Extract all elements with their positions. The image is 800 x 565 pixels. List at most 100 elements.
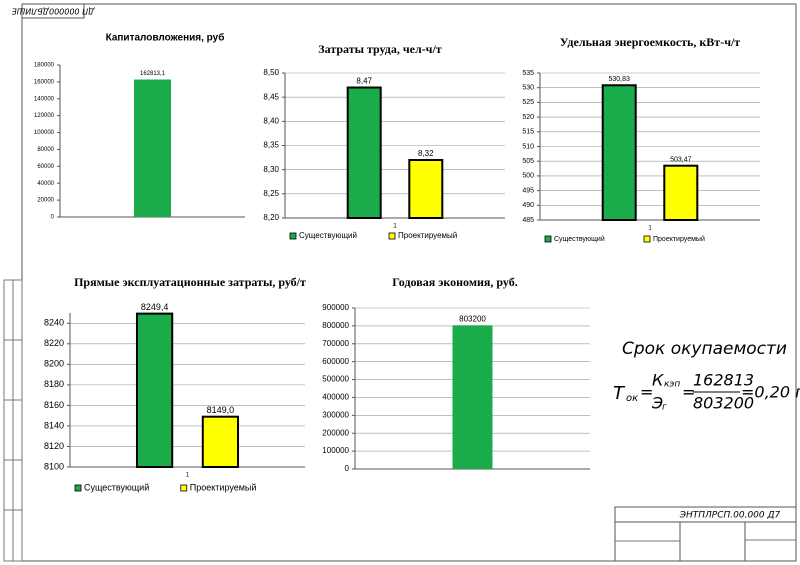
y-tick-label: 0 bbox=[51, 215, 55, 221]
y-tick-label: 530 bbox=[522, 85, 534, 92]
chart-title: Годовая экономия, руб. bbox=[392, 275, 518, 289]
legend-swatch bbox=[643, 235, 651, 243]
legend-label: Существующий bbox=[554, 235, 605, 243]
y-tick-label: 140000 bbox=[34, 96, 55, 102]
y-tick-label: 900000 bbox=[322, 303, 349, 312]
y-tick-label: 8,35 bbox=[263, 141, 279, 150]
value-label: 162813,1 bbox=[140, 71, 166, 77]
y-tick-label: 515 bbox=[522, 129, 534, 136]
y-tick-label: 20000 bbox=[37, 198, 54, 204]
side-strip bbox=[3, 279, 23, 562]
value-label: 803200 bbox=[459, 314, 486, 323]
chart-title: Удельная энергоемкость, кВт-ч/т bbox=[560, 35, 741, 49]
y-tick-label: 8100 bbox=[44, 461, 64, 471]
y-tick-label: 8220 bbox=[44, 338, 64, 348]
y-tick-label: 8,50 bbox=[263, 68, 279, 77]
legend-swatch bbox=[74, 484, 82, 492]
formula-num-value: 162813 bbox=[693, 371, 754, 390]
y-tick-label: 8200 bbox=[44, 359, 64, 369]
x-tick-label: 1 bbox=[648, 226, 652, 232]
formula-den: Э bbox=[651, 394, 663, 413]
y-tick-label: 100000 bbox=[34, 130, 55, 136]
y-tick-label: 100000 bbox=[322, 446, 349, 455]
formula-den-value: 803200 bbox=[693, 394, 754, 413]
bar bbox=[135, 312, 174, 468]
legend-swatch bbox=[180, 484, 188, 492]
value-label: 8,32 bbox=[418, 149, 434, 158]
bar bbox=[663, 164, 699, 221]
y-tick-label: 510 bbox=[522, 143, 534, 150]
y-tick-label: 495 bbox=[522, 187, 534, 194]
y-tick-label: 8,45 bbox=[263, 92, 279, 101]
y-tick-label: 300000 bbox=[322, 410, 349, 419]
y-tick-label: 8160 bbox=[44, 400, 64, 410]
y-tick-label: 500 bbox=[522, 173, 534, 180]
corner-stamp bbox=[21, 3, 85, 19]
y-tick-label: 525 bbox=[522, 99, 534, 106]
y-tick-label: 800000 bbox=[322, 321, 349, 330]
formula-result: =0,20 года bbox=[741, 383, 800, 402]
y-tick-label: 8,30 bbox=[263, 165, 279, 174]
y-tick-label: 8,40 bbox=[263, 116, 279, 125]
corner-stamp-text: ДП 000000ДБЛИШЕ bbox=[11, 7, 96, 16]
y-tick-label: 8,20 bbox=[263, 213, 279, 222]
y-tick-label: 8120 bbox=[44, 441, 64, 451]
legend-label: Проектируемый bbox=[398, 231, 457, 240]
bar bbox=[452, 325, 493, 469]
value-label: 530,83 bbox=[608, 76, 630, 83]
y-tick-label: 160000 bbox=[34, 79, 55, 85]
y-tick-label: 120000 bbox=[34, 113, 55, 119]
chart-title: Прямые эксплуатационные затраты, руб/т bbox=[74, 275, 306, 289]
y-tick-label: 60000 bbox=[37, 164, 54, 170]
y-tick-label: 500000 bbox=[322, 375, 349, 384]
legend-label: Существующий bbox=[84, 482, 149, 492]
y-tick-label: 700000 bbox=[322, 339, 349, 348]
formula-eq2: = bbox=[682, 383, 695, 402]
value-label: 8149,0 bbox=[207, 405, 235, 415]
bar bbox=[134, 79, 171, 217]
bar bbox=[408, 159, 444, 219]
y-tick-label: 485 bbox=[522, 217, 534, 224]
bar bbox=[346, 86, 382, 219]
bar bbox=[601, 84, 637, 221]
y-tick-label: 200000 bbox=[322, 428, 349, 437]
y-tick-label: 8180 bbox=[44, 379, 64, 389]
y-tick-label: 600000 bbox=[322, 357, 349, 366]
value-label: 503,47 bbox=[670, 157, 692, 164]
formula-lhs: Т bbox=[613, 383, 626, 404]
y-tick-label: 180000 bbox=[34, 63, 55, 69]
payback-formula: Срок окупаемости Т ок = К кэп Э г = 1628… bbox=[613, 339, 800, 413]
x-tick-label: 1 bbox=[186, 473, 190, 479]
y-tick-label: 8240 bbox=[44, 318, 64, 328]
payback-title: Срок окупаемости bbox=[622, 339, 787, 359]
value-label: 8,47 bbox=[356, 77, 372, 86]
drawing-code: ЭНТПЛРСП.00.000 Д7 bbox=[679, 511, 781, 521]
y-tick-label: 40000 bbox=[37, 181, 54, 187]
chart-title: Капиталовложения, руб bbox=[106, 32, 225, 44]
y-tick-label: 535 bbox=[522, 70, 534, 77]
y-tick-label: 505 bbox=[522, 158, 534, 165]
formula-num-sub: кэп bbox=[664, 380, 680, 390]
title-block: ЭНТПЛРСП.00.000 Д7 bbox=[614, 506, 797, 562]
y-tick-label: 80000 bbox=[37, 147, 54, 153]
legend-swatch bbox=[388, 232, 396, 240]
chart-title: Затраты труда, чел-ч/т bbox=[318, 42, 441, 56]
formula-eq: = bbox=[640, 383, 653, 402]
y-tick-label: 8,25 bbox=[263, 189, 279, 198]
y-tick-label: 8140 bbox=[44, 420, 64, 430]
x-tick-label: 1 bbox=[393, 224, 397, 230]
legend-swatch bbox=[544, 235, 552, 243]
value-label: 8249,4 bbox=[141, 302, 169, 312]
legend-swatch bbox=[289, 232, 297, 240]
formula-num: К bbox=[652, 371, 664, 390]
legend-label: Существующий bbox=[299, 231, 357, 240]
y-tick-label: 490 bbox=[522, 202, 534, 209]
y-tick-label: 0 bbox=[345, 464, 350, 473]
legend-label: Проектируемый bbox=[190, 482, 257, 492]
formula-lhs-sub: ок bbox=[626, 393, 638, 404]
bar bbox=[201, 415, 240, 468]
y-tick-label: 520 bbox=[522, 114, 534, 121]
formula-den-sub: г bbox=[662, 403, 667, 413]
y-tick-label: 400000 bbox=[322, 393, 349, 402]
